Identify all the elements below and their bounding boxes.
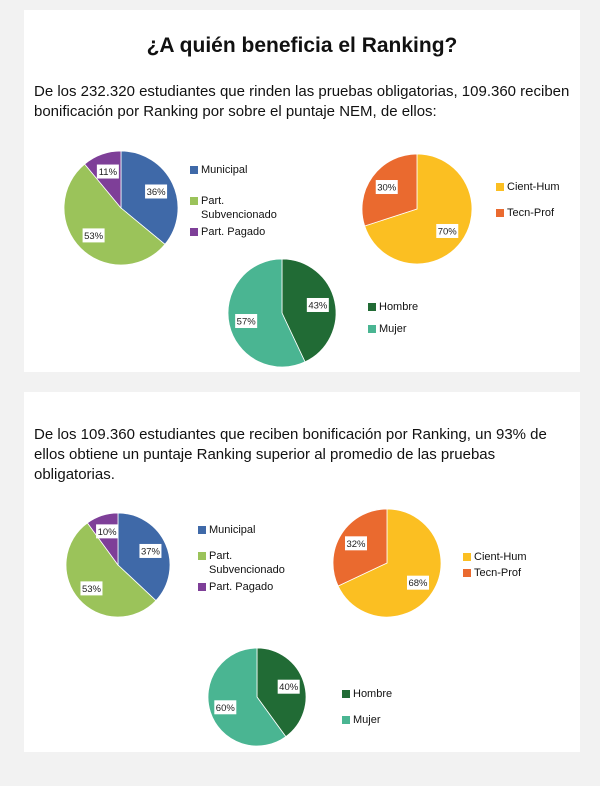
svg-text:10%: 10%	[98, 527, 118, 538]
legend-item: Hombre	[342, 687, 392, 701]
legend-swatch	[368, 303, 376, 311]
legend-swatch	[496, 209, 504, 217]
legend-swatch	[190, 166, 198, 174]
svg-text:43%: 43%	[308, 300, 328, 311]
legend-item: Mujer	[342, 713, 381, 727]
section-1-text: De los 232.320 estudiantes que rinden la…	[34, 83, 570, 120]
legend-item: Part. Subvencionado	[190, 194, 277, 222]
legend-label: Municipal	[201, 164, 248, 176]
legend-label: Tecn-Prof	[507, 207, 555, 219]
svg-text:36%: 36%	[147, 187, 167, 198]
legend-item: Municipal	[190, 163, 247, 177]
pie-s2-modalidad: 68% 32%	[332, 508, 442, 618]
legend-label: Part. Subvencionado	[209, 550, 285, 576]
pie-s2-dependencia: 37% 53% 10%	[65, 512, 171, 618]
pie-slice-mujer	[207, 647, 287, 747]
svg-text:53%: 53%	[82, 584, 102, 595]
svg-text:30%: 30%	[377, 183, 397, 194]
svg-text:53%: 53%	[84, 231, 104, 242]
legend-swatch	[198, 552, 206, 560]
legend-label: Mujer	[379, 323, 407, 335]
data-label: 68%	[407, 575, 430, 590]
svg-text:57%: 57%	[237, 317, 257, 328]
legend-item: Tecn-Prof	[496, 206, 554, 220]
legend-item: Part. Pagado	[190, 225, 265, 239]
pie-s1-sexo: 43% 57%	[227, 258, 337, 368]
data-label: 37%	[139, 543, 162, 558]
data-label: 60%	[214, 700, 237, 715]
pie-s1-dependencia: 36% 53% 11%	[63, 150, 179, 266]
legend-swatch	[368, 325, 376, 333]
data-label: 57%	[235, 314, 258, 329]
data-label: 11%	[96, 164, 119, 179]
data-label: 53%	[80, 581, 103, 596]
legend-swatch	[190, 228, 198, 236]
legend-label: Mujer	[353, 714, 381, 726]
page-title: ¿A quién beneficia el Ranking?	[146, 34, 458, 57]
data-label: 53%	[82, 228, 105, 243]
svg-text:11%: 11%	[99, 167, 118, 178]
legend-item: Part. Pagado	[198, 580, 273, 594]
section-2-text: De los 109.360 estudiantes que reciben b…	[34, 426, 547, 483]
data-label: 10%	[96, 524, 119, 539]
svg-text:32%: 32%	[346, 539, 366, 550]
pie-slice-cient-hum	[337, 508, 442, 618]
legend-label: Part. Pagado	[201, 226, 266, 238]
legend-label: Cient-Hum	[474, 551, 527, 563]
legend-swatch	[198, 526, 206, 534]
data-label: 32%	[344, 536, 367, 551]
legend-label: Part. Pagado	[209, 581, 274, 593]
legend-label: Municipal	[209, 524, 256, 536]
legend-item: Cient-Hum	[463, 550, 527, 564]
legend-label: Tecn-Prof	[474, 567, 522, 579]
legend-label: Hombre	[379, 301, 419, 313]
legend-swatch	[463, 553, 471, 561]
svg-text:60%: 60%	[216, 703, 236, 714]
data-label: 70%	[436, 223, 459, 238]
legend-label: Hombre	[353, 688, 393, 700]
legend-swatch	[198, 583, 206, 591]
legend-label: Part. Subvencionado	[201, 195, 277, 221]
legend-label: Cient-Hum	[507, 181, 560, 193]
legend-swatch	[496, 183, 504, 191]
legend-item: Cient-Hum	[496, 180, 560, 194]
legend-item: Tecn-Prof	[463, 566, 521, 580]
pie-s2-sexo: 40% 60%	[207, 647, 307, 747]
legend-swatch	[463, 569, 471, 577]
data-label: 43%	[306, 297, 329, 312]
legend-item: Hombre	[368, 300, 418, 314]
legend-item: Part. Subvencionado	[198, 549, 285, 577]
legend-swatch	[342, 690, 350, 698]
pie-s1-modalidad: 70% 30%	[361, 153, 473, 265]
legend-item: Municipal	[198, 523, 255, 537]
data-label: 40%	[277, 679, 300, 694]
svg-text:37%: 37%	[141, 546, 161, 557]
svg-text:70%: 70%	[438, 226, 458, 237]
legend-swatch	[190, 197, 198, 205]
data-label: 36%	[145, 184, 168, 199]
data-label: 30%	[375, 180, 398, 195]
legend-item: Mujer	[368, 322, 407, 336]
svg-text:40%: 40%	[279, 682, 299, 693]
pie-slice-mujer	[227, 258, 306, 368]
svg-text:68%: 68%	[408, 578, 428, 589]
legend-swatch	[342, 716, 350, 724]
